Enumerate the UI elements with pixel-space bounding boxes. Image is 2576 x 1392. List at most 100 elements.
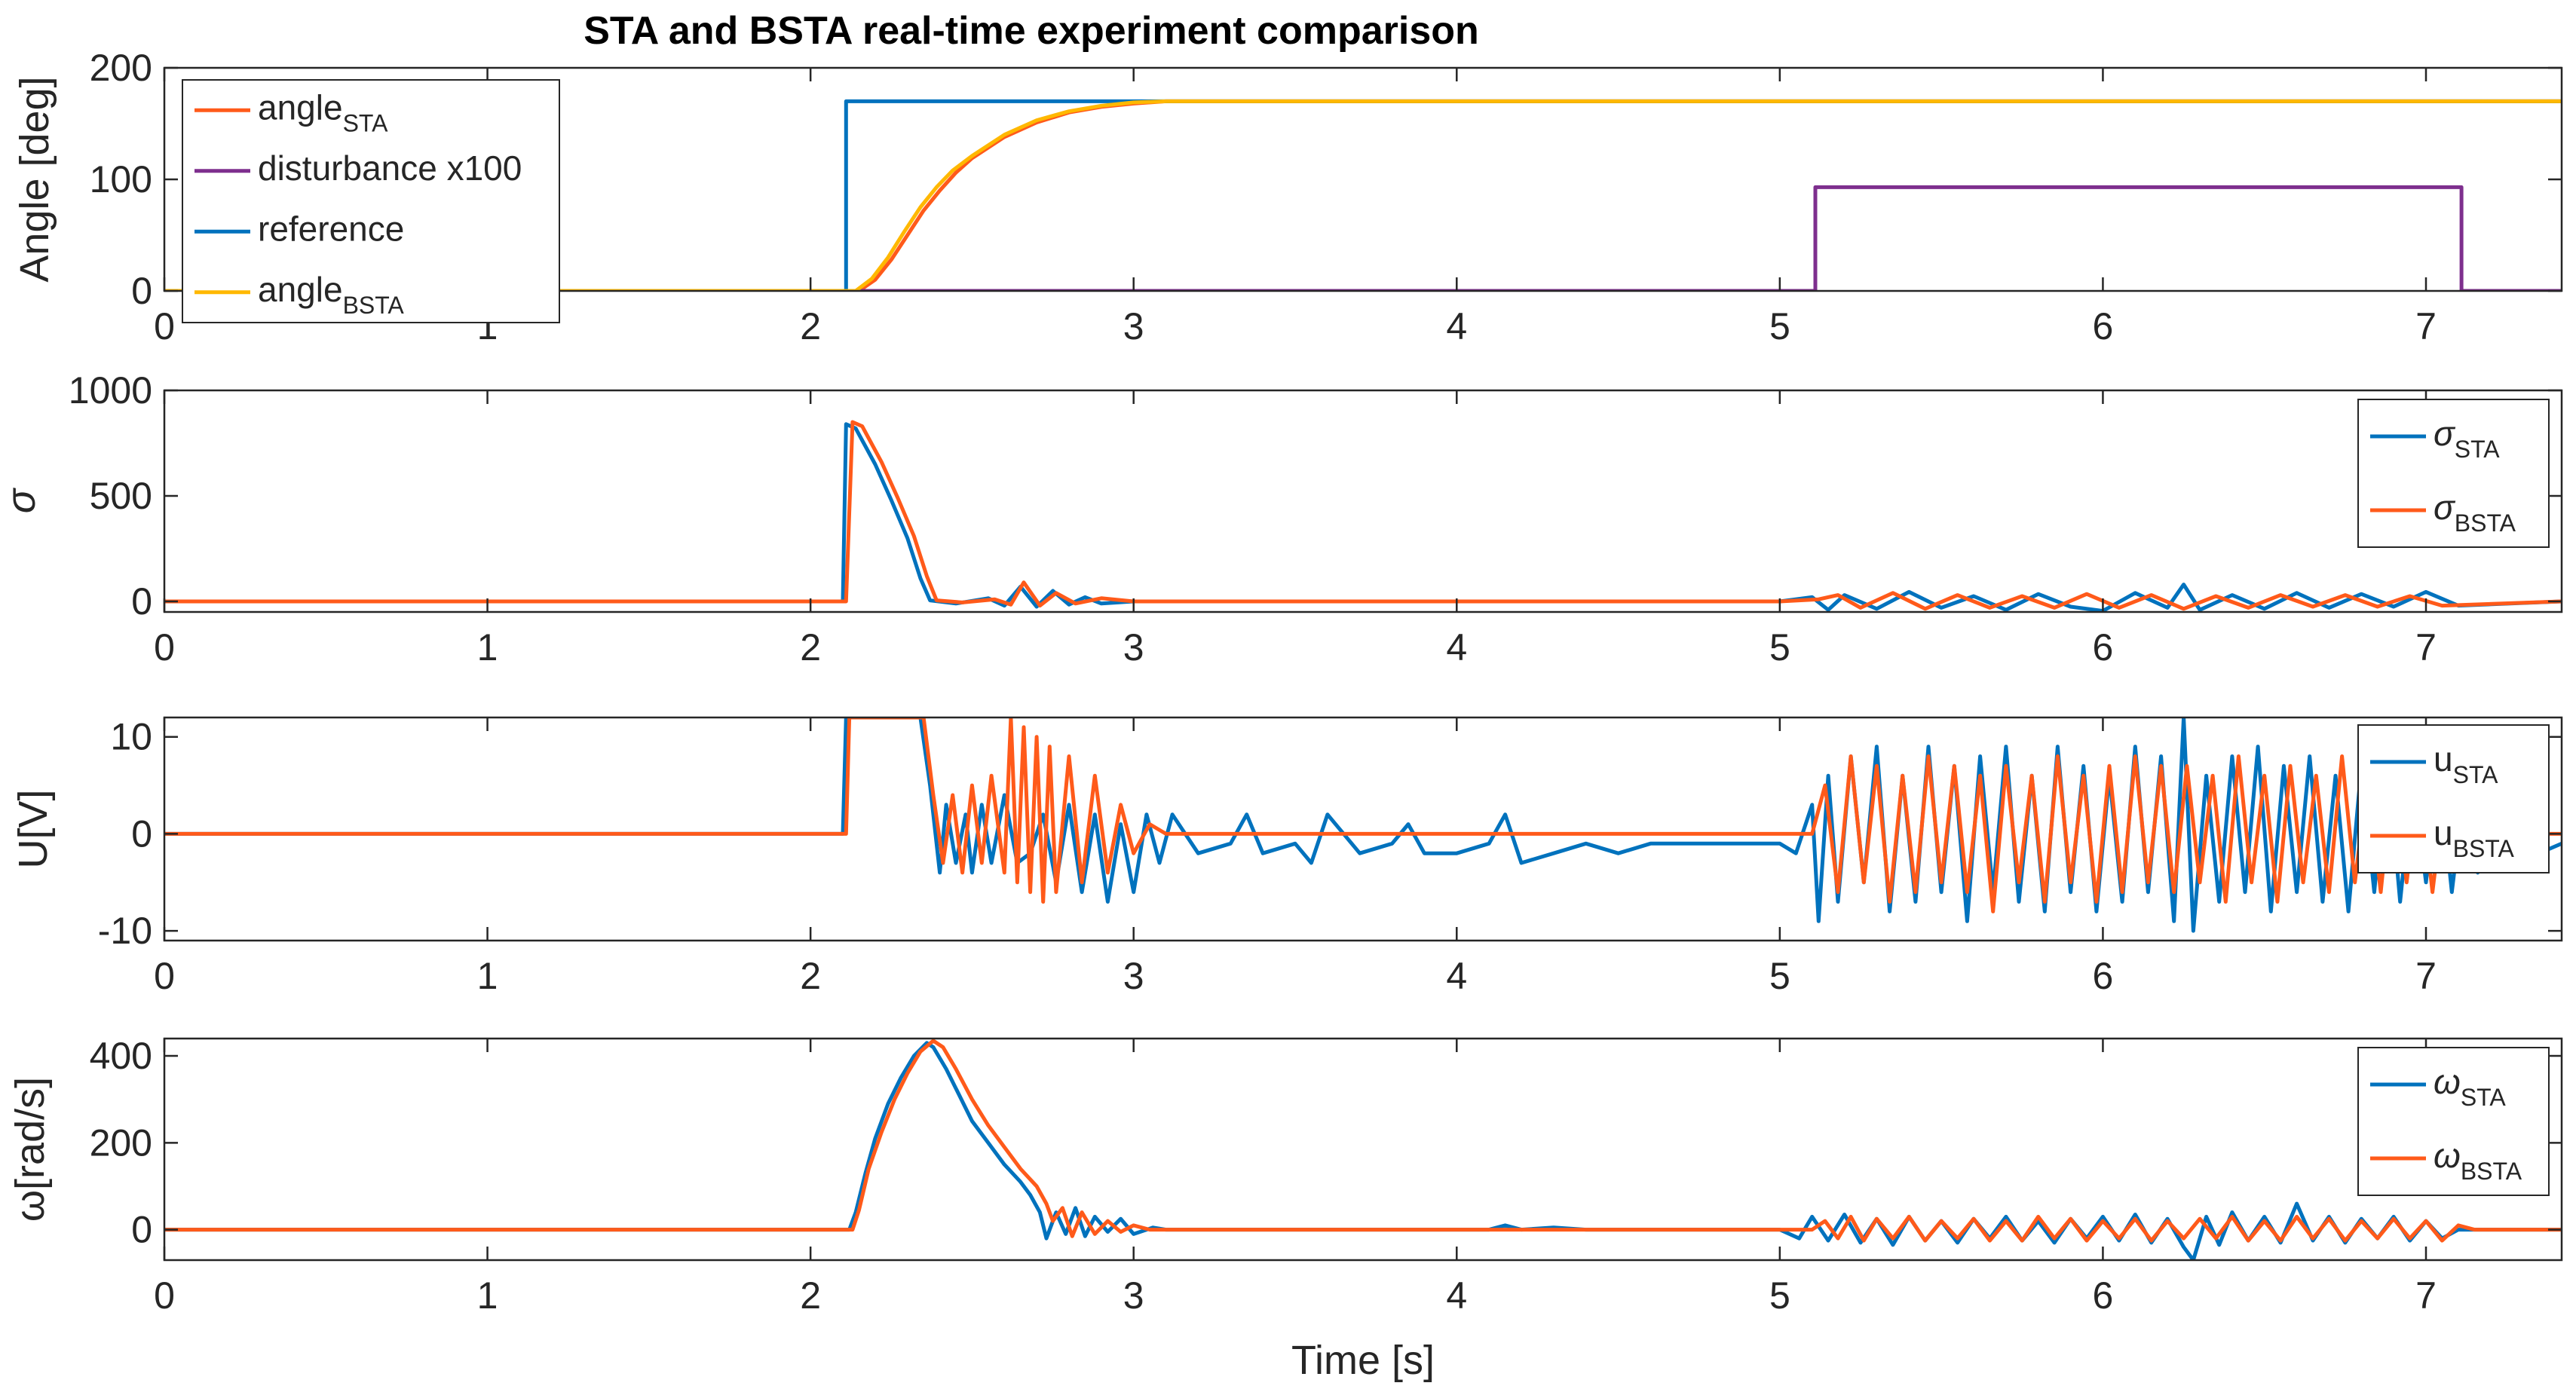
omega-x-tick-label: 4 — [1446, 1274, 1467, 1317]
sigma-x-tick-label: 1 — [477, 626, 498, 668]
u-legend-name-u_sta: u — [2434, 739, 2453, 779]
angle-y-tick-label: 0 — [131, 270, 152, 312]
sigma-legend-label-sigma_bsta: σBSTA — [2434, 488, 2516, 537]
omega-legend-entry-omega_sta: ωSTA — [2370, 1062, 2506, 1111]
u-plot-area — [164, 717, 2562, 941]
angle-legend-label-disturbance: disturbance x100 — [258, 148, 522, 188]
angle-legend-entry-angle_bsta: angleBSTA — [195, 270, 404, 319]
omega-x-tick-label: 1 — [477, 1274, 498, 1317]
omega-x-tick-label: 3 — [1123, 1274, 1144, 1317]
angle-legend-label-angle_bsta: angleBSTA — [258, 270, 404, 319]
sigma-x-tick-label: 3 — [1123, 626, 1144, 668]
u-x-tick-label: 1 — [477, 955, 498, 997]
angle-legend-sub-angle_bsta: BSTA — [343, 292, 405, 319]
sigma-x-tick-label: 5 — [1769, 626, 1790, 668]
sigma-legend-box — [2357, 399, 2550, 548]
angle-legend-name-disturbance: disturbance x100 — [258, 148, 522, 188]
sigma-x-tick-label: 7 — [2415, 626, 2437, 668]
angle-legend-entry-disturbance: disturbance x100 — [195, 148, 522, 188]
sigma-line-sigma_bsta — [164, 420, 2562, 611]
angle-y-axis-label: Angle [deg] — [12, 76, 57, 282]
angle-y-tick-label: 100 — [90, 158, 152, 200]
angle-legend-entry-angle_sta: angleSTA — [195, 87, 388, 136]
omega-y-tick-label: 400 — [90, 1035, 152, 1077]
angle-legend-entry-reference: reference — [195, 209, 404, 248]
omega-legend-box — [2357, 1047, 2550, 1196]
angle-legend-name-reference: reference — [258, 209, 404, 248]
x-axis-label: Time [s] — [1291, 1338, 1435, 1383]
sigma-x-tick-label: 2 — [800, 626, 821, 668]
sigma-series-group — [164, 420, 2562, 612]
u-legend-name-u_bsta: u — [2434, 813, 2453, 852]
sigma-y-tick-label: 0 — [131, 580, 152, 623]
omega-y-tick-label: 200 — [90, 1121, 152, 1164]
sigma-y-tick-label: 1000 — [69, 369, 152, 411]
u-x-tick-label: 5 — [1769, 955, 1790, 997]
u-line-u_bsta — [164, 717, 2562, 913]
angle-plot-area — [164, 68, 2562, 291]
omega-legend-label-omega_bsta: ωBSTA — [2434, 1136, 2522, 1185]
sigma-legend-name-sigma_bsta: σ — [2434, 488, 2456, 527]
sigma-legend-entry-sigma_sta: σSTA — [2370, 414, 2500, 463]
omega-legend-sub-omega_bsta: BSTA — [2461, 1158, 2522, 1185]
omega-x-tick-label: 2 — [800, 1274, 821, 1317]
u-x-tick-label: 0 — [154, 955, 175, 997]
angle-x-tick-label: 0 — [154, 305, 175, 347]
omega-line-omega_sta — [164, 1041, 2562, 1260]
sigma-legend-sub-sigma_bsta: BSTA — [2455, 509, 2516, 537]
u-x-tick-label: 2 — [800, 955, 821, 997]
omega-plot-area — [164, 1039, 2562, 1260]
angle-legend-label-angle_sta: angleSTA — [258, 87, 388, 136]
angle-y-tick-label: 200 — [90, 47, 152, 89]
omega-x-tick-label: 0 — [154, 1274, 175, 1317]
u-x-tick-label: 6 — [2093, 955, 2114, 997]
u-y-tick-label: -10 — [98, 910, 152, 952]
omega-line-omega_bsta — [164, 1039, 2562, 1243]
u-legend-sub-u_bsta: BSTA — [2453, 835, 2515, 862]
sigma-legend-label-sigma_sta: σSTA — [2434, 414, 2500, 463]
omega-x-tick-label: 6 — [2093, 1274, 2114, 1317]
u-series-group — [164, 717, 2562, 933]
u-y-tick-label: 0 — [131, 812, 152, 855]
u-x-tick-label: 7 — [2415, 955, 2437, 997]
omega-x-tick-label: 7 — [2415, 1274, 2437, 1317]
angle-line-disturbance — [164, 185, 2562, 291]
sigma-plot-area — [164, 390, 2562, 612]
angle-legend-name-angle_bsta: angle — [258, 270, 343, 309]
u-axes-box — [163, 716, 2563, 942]
chart-title: STA and BSTA real-time experiment compar… — [584, 9, 1479, 53]
angle-legend-sub-angle_sta: STA — [343, 109, 389, 136]
omega-legend-entry-omega_bsta: ωBSTA — [2370, 1136, 2522, 1185]
angle-x-tick-label: 7 — [2415, 305, 2437, 347]
sigma-x-tick-label: 0 — [154, 626, 175, 668]
sigma-y-axis-label: σ — [0, 487, 44, 513]
sigma-axes-box — [163, 389, 2563, 613]
u-y-tick-label: 10 — [110, 716, 152, 758]
u-legend-box — [2357, 724, 2550, 873]
sigma-legend-name-sigma_sta: σ — [2434, 414, 2456, 453]
omega-legend-name-omega_sta: ω — [2434, 1062, 2461, 1101]
sigma-legend-sub-sigma_sta: STA — [2455, 436, 2501, 463]
u-legend-entry-u_bsta: uBSTA — [2370, 813, 2514, 862]
u-legend-label-u_bsta: uBSTA — [2434, 813, 2514, 862]
sigma-x-tick-label: 6 — [2093, 626, 2114, 668]
sigma-line-sigma_sta — [164, 422, 2562, 612]
angle-legend-name-angle_sta: angle — [258, 87, 343, 127]
angle-legend-box — [182, 79, 560, 323]
u-legend-sub-u_sta: STA — [2453, 761, 2499, 788]
angle-x-tick-label: 2 — [800, 305, 821, 347]
omega-x-tick-label: 5 — [1769, 1274, 1790, 1317]
angle-x-tick-label: 4 — [1446, 305, 1467, 347]
omega-series-group — [164, 1039, 2562, 1260]
angle-legend-label-reference: reference — [258, 209, 404, 248]
u-legend-label-u_sta: uSTA — [2434, 739, 2498, 788]
